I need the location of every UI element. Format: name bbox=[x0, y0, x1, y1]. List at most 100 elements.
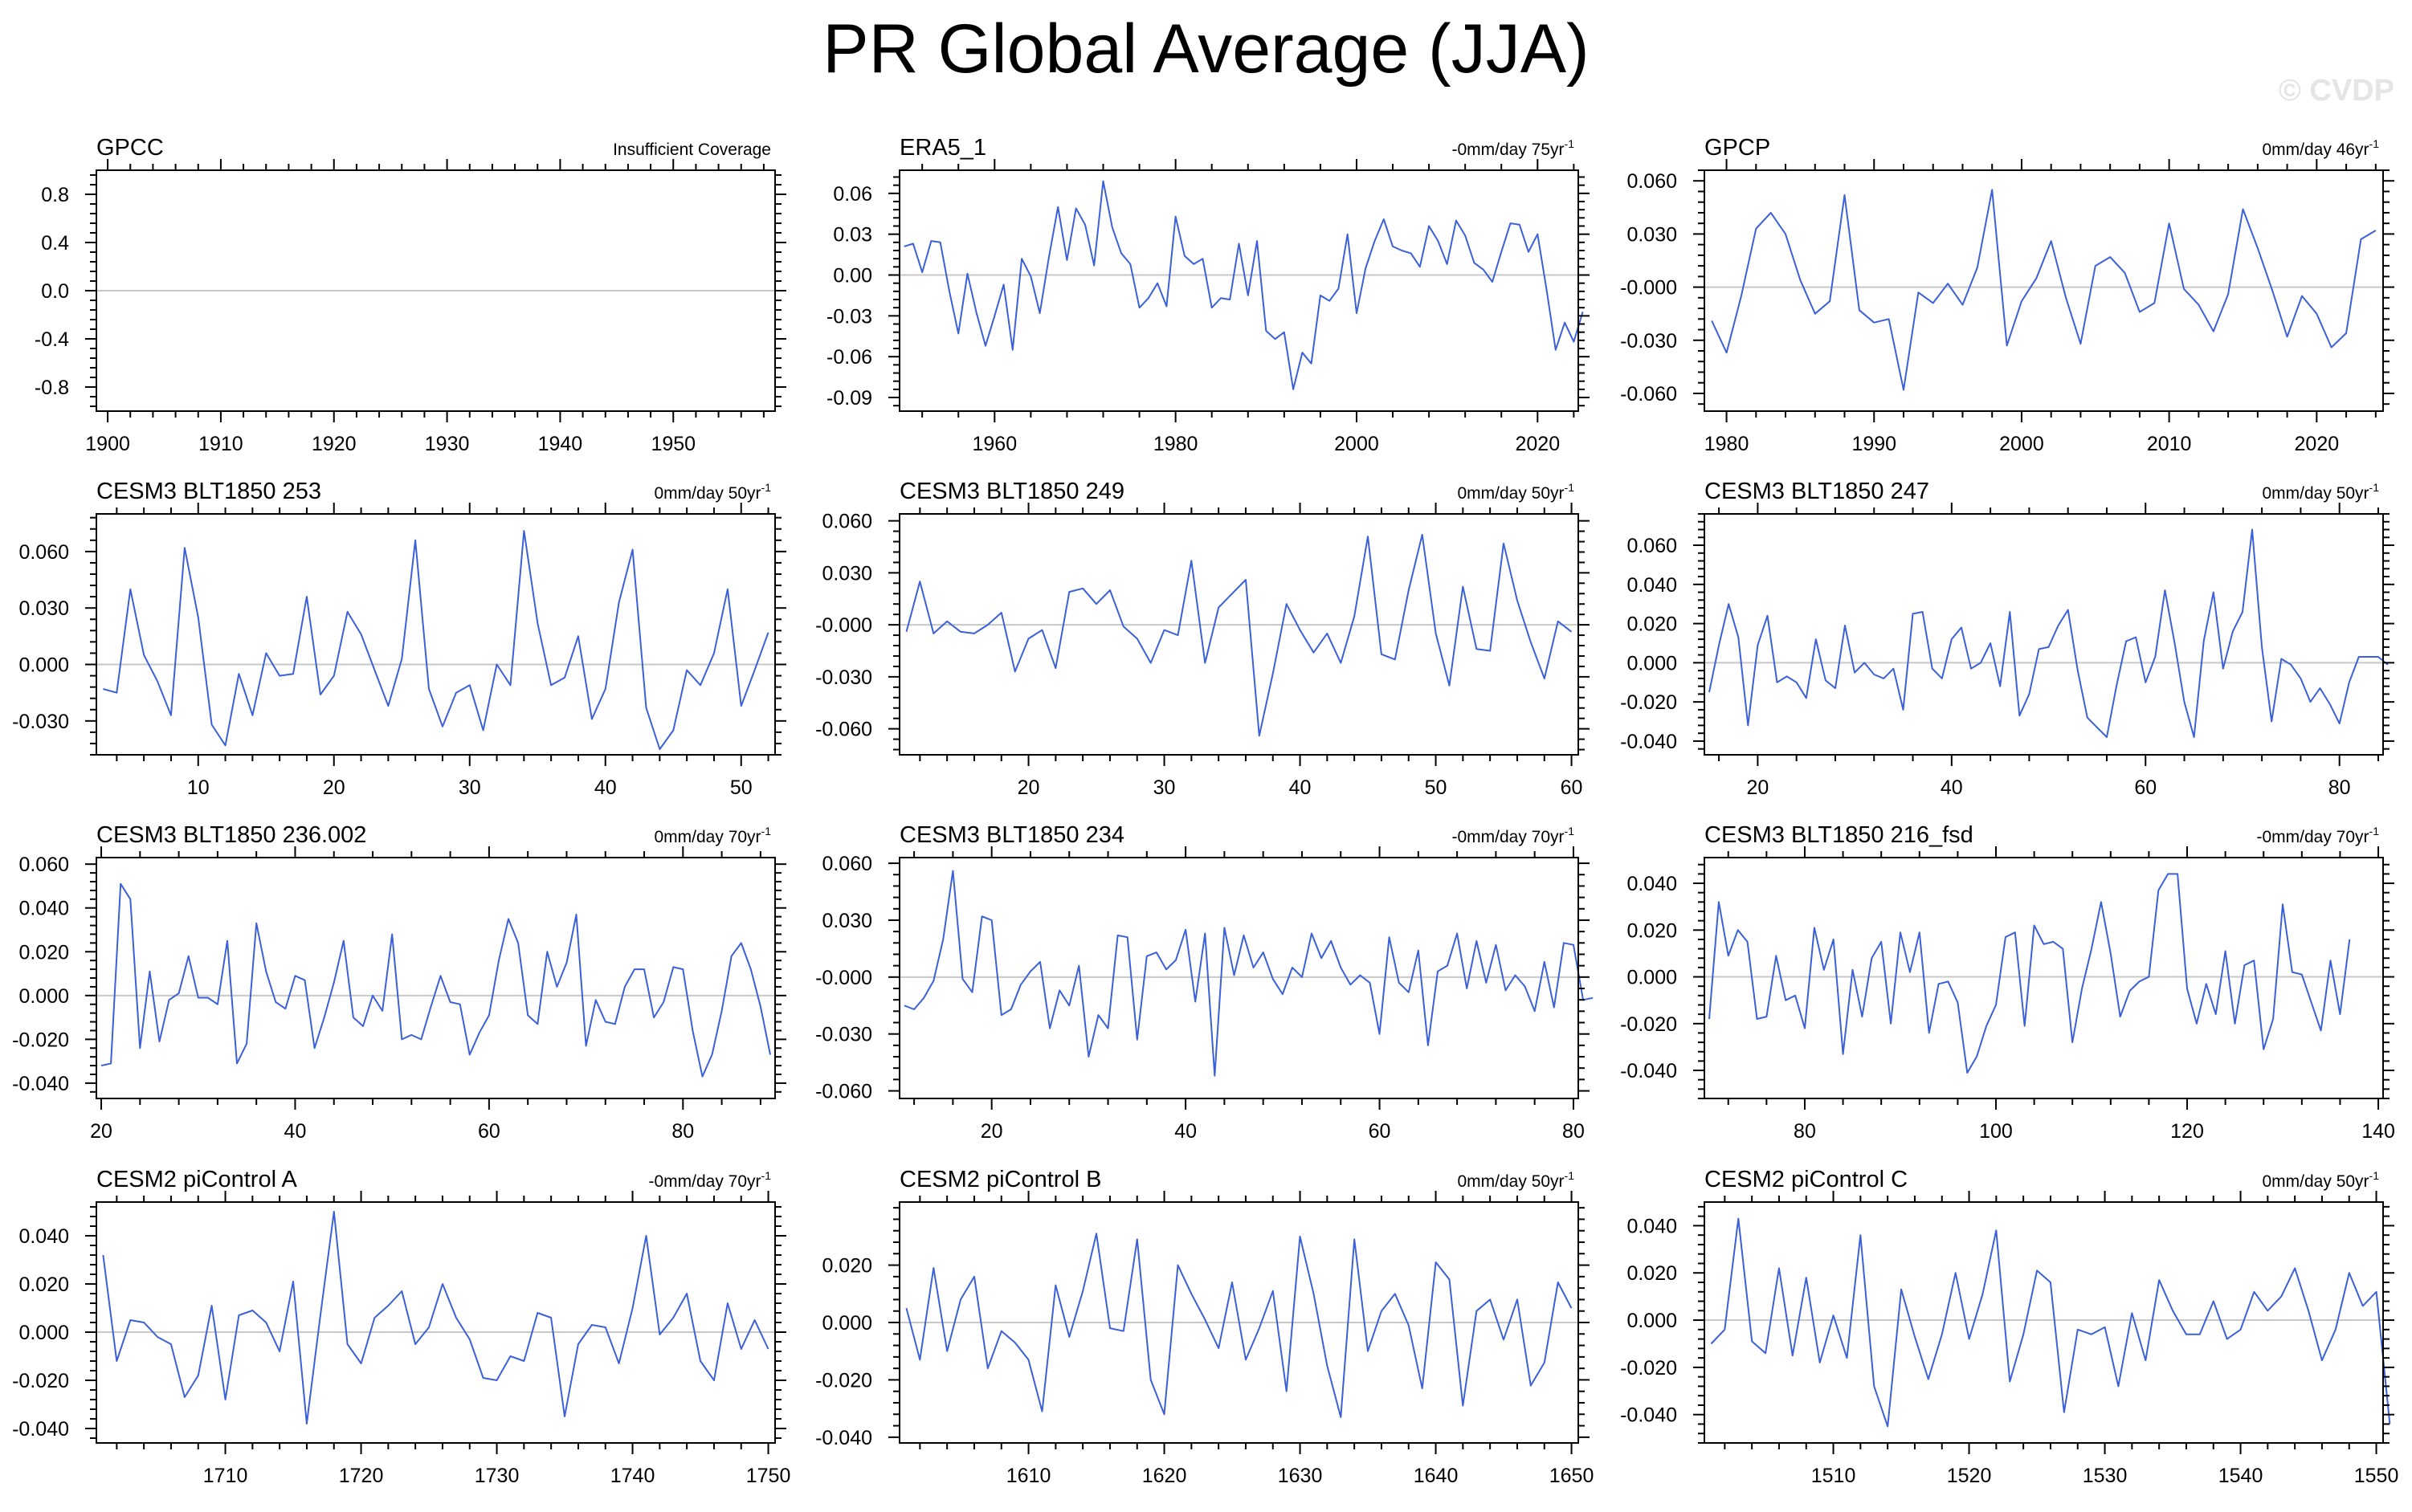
y-tick-label: 0.020 bbox=[822, 1255, 872, 1278]
x-tick-label: 1540 bbox=[2218, 1465, 2263, 1487]
x-tick-label: 80 bbox=[1794, 1120, 1816, 1143]
panel-2: GPCP 0mm/day 46yr-1 1980 1990 2000 2010 2020 0.… bbox=[1620, 135, 2394, 455]
y-tick-label: -0.06 bbox=[826, 346, 872, 369]
x-tick-label: 40 bbox=[284, 1120, 307, 1143]
y-tick-label: 0.060 bbox=[1626, 535, 1677, 557]
panel-title: CESM2 piControl A bbox=[96, 1167, 297, 1192]
y-tick-label: 0.000 bbox=[1626, 1310, 1677, 1332]
y-tick-label: -0.020 bbox=[1620, 691, 1677, 714]
panel-annotation: -0mm/day 70yr-1 bbox=[1452, 825, 1575, 846]
x-tick-label: 1650 bbox=[1549, 1465, 1594, 1487]
y-tick-label: -0.030 bbox=[1620, 330, 1677, 353]
y-tick-label: -0.09 bbox=[826, 387, 872, 410]
x-tick-label: 1740 bbox=[610, 1465, 655, 1487]
data-series-line bbox=[102, 1211, 769, 1424]
x-tick-label: 30 bbox=[459, 776, 481, 799]
y-tick-label: 0.020 bbox=[1626, 919, 1677, 942]
panel-title: CESM3 BLT1850 247 bbox=[1704, 479, 1929, 504]
panel-title: GPCP bbox=[1704, 135, 1770, 161]
x-tick-label: 1750 bbox=[746, 1465, 791, 1487]
y-tick-label: 0.030 bbox=[822, 562, 872, 585]
panel-3: CESM3 BLT1850 253 0mm/day 50yr-1 10 20 30 40 5… bbox=[12, 479, 786, 799]
plot-frame bbox=[96, 1201, 776, 1444]
x-tick-label: 2010 bbox=[2147, 433, 2192, 455]
data-series-line bbox=[1708, 528, 2389, 738]
data-series-line bbox=[904, 180, 1584, 390]
x-tick-label: 1730 bbox=[475, 1465, 520, 1487]
panel-annotation: 0mm/day 50yr-1 bbox=[1458, 1169, 1575, 1191]
x-tick-label: 1920 bbox=[312, 433, 357, 455]
y-tick-label: 0.8 bbox=[41, 184, 69, 206]
x-tick-label: 20 bbox=[1746, 776, 1769, 799]
panel-title: CESM3 BLT1850 253 bbox=[96, 479, 321, 504]
x-tick-label: 40 bbox=[1289, 776, 1312, 799]
panel-annotation: 0mm/day 50yr-1 bbox=[1458, 481, 1575, 503]
y-tick-label: -0.060 bbox=[815, 719, 872, 741]
x-tick-label: 1900 bbox=[85, 433, 130, 455]
x-tick-label: 80 bbox=[2328, 776, 2351, 799]
panel-title: CESM3 BLT1850 234 bbox=[900, 822, 1124, 848]
x-tick-label: 2020 bbox=[1515, 433, 1560, 455]
x-tick-label: 100 bbox=[1979, 1120, 2013, 1143]
panel-7: CESM3 BLT1850 234 -0mm/day 70yr-1 20 40 60 80… bbox=[815, 822, 1594, 1143]
plot-frame bbox=[899, 513, 1579, 756]
panel-annotation: Insufficient Coverage bbox=[613, 141, 771, 159]
x-tick-label: 1930 bbox=[425, 433, 470, 455]
x-tick-label: 2000 bbox=[1334, 433, 1379, 455]
y-tick-label: 0.030 bbox=[1626, 223, 1677, 246]
x-tick-label: 1980 bbox=[1704, 433, 1749, 455]
plot-frame bbox=[1704, 513, 2384, 756]
y-tick-label: 0.000 bbox=[1626, 652, 1677, 674]
panel-0: GPCC Insufficient Coverage 1900 1910 1920 193… bbox=[35, 135, 786, 455]
y-tick-label: -0.020 bbox=[12, 1370, 69, 1392]
panel-6: CESM3 BLT1850 236.002 0mm/day 70yr-1 20 40 6… bbox=[12, 822, 786, 1143]
x-tick-label: 20 bbox=[90, 1120, 112, 1143]
x-tick-label: 1990 bbox=[1851, 433, 1896, 455]
y-tick-label: -0.000 bbox=[815, 967, 872, 989]
panel-1: ERA5_1 -0mm/day 75yr-1 1960 1980 2000 2020 0.0… bbox=[826, 135, 1590, 455]
x-tick-label: 60 bbox=[478, 1120, 500, 1143]
x-tick-label: 40 bbox=[1174, 1120, 1197, 1143]
x-tick-label: 1620 bbox=[1142, 1465, 1187, 1487]
y-tick-label: 0.060 bbox=[822, 853, 872, 875]
y-tick-label: 0.030 bbox=[18, 597, 69, 620]
plot-frame bbox=[96, 513, 776, 756]
y-tick-label: 0.020 bbox=[1626, 613, 1677, 636]
y-tick-label: -0.040 bbox=[1620, 1404, 1677, 1427]
data-series-line bbox=[905, 533, 1573, 737]
x-tick-label: 1940 bbox=[538, 433, 583, 455]
data-series-line bbox=[905, 1233, 1573, 1418]
y-tick-label: 0.000 bbox=[822, 1312, 872, 1335]
y-tick-label: 0.040 bbox=[1626, 574, 1677, 597]
x-tick-label: 1980 bbox=[1153, 433, 1198, 455]
y-tick-label: 0.020 bbox=[1626, 1262, 1677, 1285]
y-tick-label: 0.060 bbox=[18, 541, 69, 564]
page-title: PR Global Average (JJA) bbox=[822, 10, 1590, 88]
y-tick-label: -0.060 bbox=[1620, 383, 1677, 406]
x-tick-label: 40 bbox=[1941, 776, 1963, 799]
y-tick-label: -0.040 bbox=[12, 1073, 69, 1095]
y-tick-label: -0.060 bbox=[815, 1081, 872, 1103]
x-tick-label: 50 bbox=[1425, 776, 1447, 799]
panel-title: ERA5_1 bbox=[900, 135, 986, 161]
y-tick-label: -0.020 bbox=[12, 1029, 69, 1051]
x-tick-label: 50 bbox=[730, 776, 753, 799]
x-tick-label: 20 bbox=[1018, 776, 1040, 799]
panel-title: CESM3 BLT1850 236.002 bbox=[96, 822, 366, 848]
y-tick-label: 0.040 bbox=[18, 1225, 69, 1248]
y-tick-label: 0.060 bbox=[18, 854, 69, 876]
y-tick-label: -0.020 bbox=[815, 1369, 872, 1392]
y-tick-label: 0.020 bbox=[18, 941, 69, 964]
panel-11: CESM2 piControl C 0mm/day 50yr-1 1510 1520 1… bbox=[1620, 1167, 2398, 1487]
y-tick-label: 0.020 bbox=[18, 1274, 69, 1296]
x-tick-label: 10 bbox=[187, 776, 210, 799]
x-tick-label: 1630 bbox=[1278, 1465, 1323, 1487]
watermark: © CVDP bbox=[2278, 74, 2394, 108]
y-tick-label: 0.03 bbox=[833, 224, 872, 247]
x-tick-label: 30 bbox=[1153, 776, 1176, 799]
x-tick-label: 140 bbox=[2361, 1120, 2395, 1143]
panel-annotation: 0mm/day 70yr-1 bbox=[655, 825, 772, 846]
data-series-line bbox=[904, 870, 1594, 1077]
y-tick-label: 0.06 bbox=[833, 183, 872, 206]
y-tick-label: 0.000 bbox=[18, 985, 69, 1008]
